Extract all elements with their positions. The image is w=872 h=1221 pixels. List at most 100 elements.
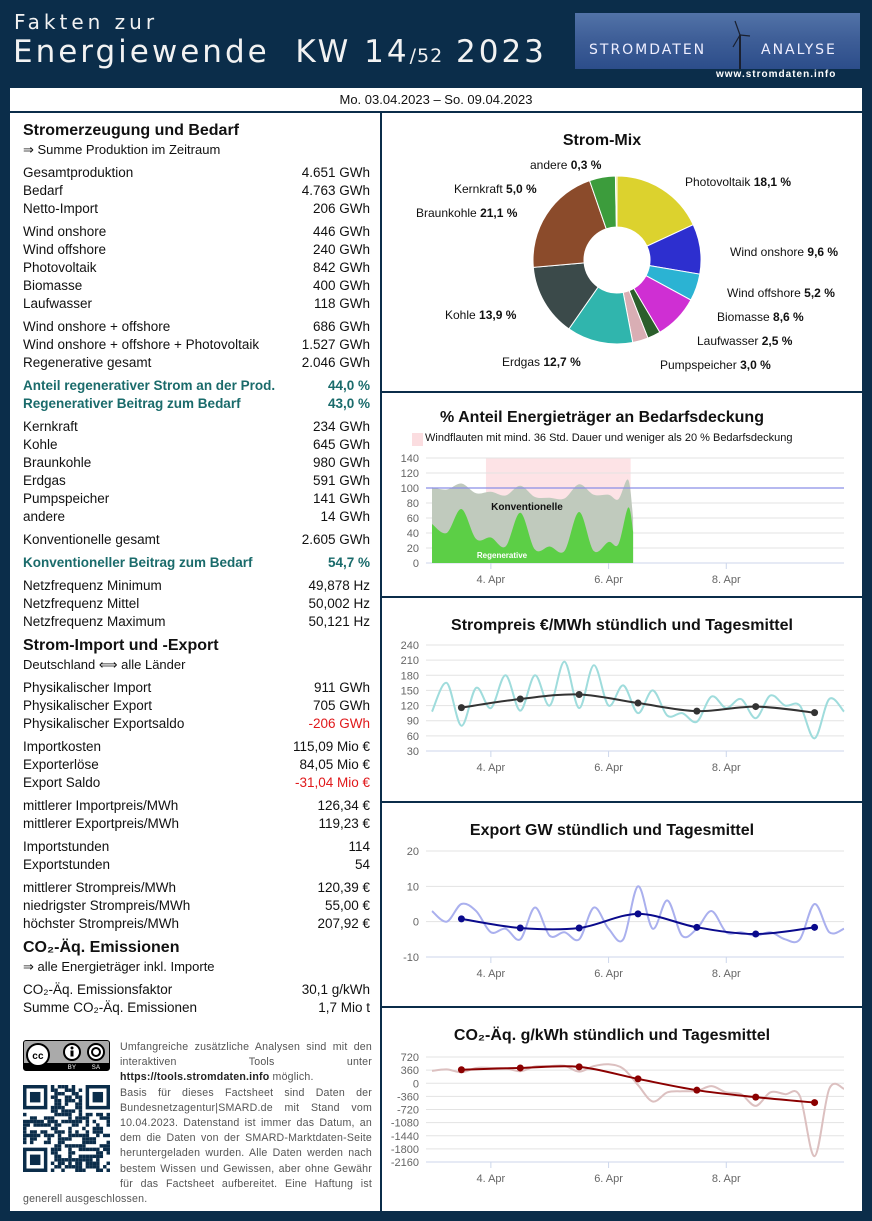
daily-mean-point[interactable] bbox=[516, 924, 524, 932]
fact-value: 4.763 GWh bbox=[301, 183, 370, 198]
qr-module bbox=[75, 1165, 79, 1169]
logo-url[interactable]: www.stromdaten.info bbox=[716, 69, 837, 80]
daily-mean-point[interactable] bbox=[752, 1093, 760, 1101]
fact-label: Regenerative gesamt bbox=[23, 355, 152, 370]
pie-label-value: 8,6 % bbox=[773, 310, 804, 324]
daily-mean-point[interactable] bbox=[811, 923, 819, 931]
pie-label: Kernkraft 5,0 % bbox=[454, 182, 537, 196]
qr-module bbox=[61, 1112, 65, 1117]
qr-module bbox=[50, 1161, 55, 1166]
qr-module bbox=[85, 1116, 90, 1120]
qr-module bbox=[78, 1088, 83, 1092]
daily-mean-point[interactable] bbox=[693, 923, 701, 931]
daily-mean-point[interactable] bbox=[752, 703, 760, 711]
qr-module bbox=[78, 1095, 83, 1099]
daily-mean-point[interactable] bbox=[752, 930, 760, 938]
daily-mean-point[interactable] bbox=[575, 690, 583, 698]
daily-mean-point[interactable] bbox=[634, 1075, 642, 1083]
fact-group: Netzfrequenz Minimum 49,878 Hz Netzfrequen… bbox=[23, 577, 370, 631]
qr-module bbox=[106, 1123, 110, 1127]
fact-value: 44,0 % bbox=[327, 378, 370, 393]
qr-module bbox=[54, 1123, 58, 1127]
qr-module bbox=[26, 1119, 30, 1124]
qr-module bbox=[68, 1098, 72, 1103]
pie-title: Strom-Mix bbox=[562, 132, 642, 149]
qr-module bbox=[85, 1154, 90, 1159]
windflaute-legend[interactable]: Windflauten mit mind. 36 Std. Dauer und … bbox=[425, 432, 793, 444]
qr-code[interactable] bbox=[23, 1085, 110, 1172]
logo: STROMDATEN ANALYSE bbox=[575, 13, 860, 69]
fact-label: Pumpspeicher bbox=[23, 491, 110, 506]
fact-label: Netzfrequenz Minimum bbox=[23, 578, 162, 593]
qr-module bbox=[40, 1119, 44, 1124]
svg-text:BY: BY bbox=[68, 1065, 76, 1070]
fact-value: 50,121 Hz bbox=[308, 614, 370, 629]
y-tick-label: -10 bbox=[403, 952, 419, 964]
fact-group: Gesamtproduktion 4.651 GWh Bedarf 4.763 GWh… bbox=[23, 164, 370, 218]
qr-module bbox=[92, 1147, 97, 1152]
qr-module bbox=[103, 1147, 107, 1152]
daily-mean-point[interactable] bbox=[516, 695, 524, 703]
daily-mean-point[interactable] bbox=[634, 699, 642, 707]
qr-module bbox=[89, 1158, 93, 1162]
fact-row: Netto-Import 206 GWh bbox=[23, 200, 370, 218]
qr-module bbox=[78, 1161, 83, 1166]
pie-label-name: Laufwasser bbox=[697, 334, 759, 348]
fact-row: niedrigster Strompreis/MWh 55,00 € bbox=[23, 897, 370, 915]
x-tick-label: 8. Apr bbox=[712, 574, 741, 586]
daily-mean-point[interactable] bbox=[457, 1066, 465, 1074]
logo-right: ANALYSE bbox=[761, 42, 837, 58]
qr-module bbox=[71, 1165, 76, 1169]
fact-value: 400 GWh bbox=[312, 278, 370, 293]
qr-module bbox=[54, 1102, 58, 1106]
daily-mean-point[interactable] bbox=[693, 707, 701, 715]
qr-module bbox=[36, 1133, 41, 1138]
fact-row: Erdgas 591 GWh bbox=[23, 472, 370, 490]
qr-module bbox=[64, 1137, 69, 1141]
daily-mean-point[interactable] bbox=[457, 704, 465, 712]
qr-module bbox=[61, 1105, 65, 1110]
qr-module bbox=[85, 1137, 90, 1141]
daily-mean-point[interactable] bbox=[811, 1099, 819, 1107]
qr-module bbox=[96, 1161, 100, 1166]
qr-module bbox=[82, 1154, 86, 1159]
daily-mean-point[interactable] bbox=[457, 915, 465, 923]
qr-module bbox=[75, 1119, 79, 1124]
daily-mean-point[interactable] bbox=[634, 910, 642, 918]
x-tick-label: 6. Apr bbox=[594, 762, 623, 774]
fact-value: 2.605 GWh bbox=[301, 532, 370, 547]
pie-label: Photovoltaik 18,1 % bbox=[685, 175, 791, 189]
daily-mean-point[interactable] bbox=[516, 1064, 524, 1072]
qr-module bbox=[78, 1105, 83, 1110]
daily-mean-point[interactable] bbox=[811, 709, 819, 717]
pie-slice-photovoltaik[interactable] bbox=[616, 175, 694, 247]
qr-module bbox=[54, 1158, 58, 1162]
qr-module bbox=[75, 1102, 79, 1106]
daily-mean-point[interactable] bbox=[575, 924, 583, 932]
qr-finder bbox=[85, 1085, 110, 1110]
qr-module bbox=[43, 1116, 48, 1120]
y-tick-label: 20 bbox=[407, 543, 419, 555]
pie-slice-andere[interactable] bbox=[614, 175, 618, 228]
fact-value: -206 GWh bbox=[308, 716, 370, 731]
pie-label: Wind onshore 9,6 % bbox=[730, 245, 838, 259]
qr-module bbox=[82, 1140, 86, 1145]
qr-module bbox=[71, 1088, 76, 1092]
qr-module bbox=[29, 1130, 34, 1134]
qr-module bbox=[50, 1133, 55, 1138]
daily-mean-point[interactable] bbox=[693, 1086, 701, 1094]
qr-module bbox=[68, 1130, 72, 1134]
fact-label: Netzfrequenz Mittel bbox=[23, 596, 140, 611]
fact-row: höchster Strompreis/MWh 207,92 € bbox=[23, 915, 370, 933]
qr-module bbox=[96, 1151, 100, 1155]
tools-link[interactable]: https://tools.stromdaten.info bbox=[120, 1071, 270, 1084]
qr-module bbox=[75, 1158, 79, 1162]
qr-module bbox=[68, 1095, 72, 1099]
pie-slice-braunkohle[interactable] bbox=[532, 179, 607, 268]
fact-row: andere 14 GWh bbox=[23, 508, 370, 526]
fact-row: Biomasse 400 GWh bbox=[23, 277, 370, 295]
daily-mean-point[interactable] bbox=[575, 1063, 583, 1071]
pie-label: andere 0,3 % bbox=[530, 158, 601, 172]
fact-label: Importkosten bbox=[23, 739, 102, 754]
